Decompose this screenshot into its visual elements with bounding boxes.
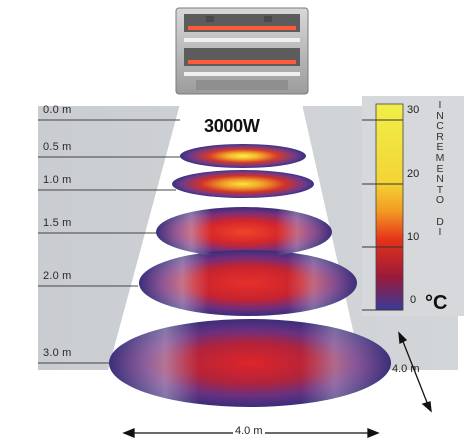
height-lines <box>38 119 182 364</box>
scale-title-letter: N <box>436 173 444 186</box>
scale-title-letter: N <box>436 109 444 122</box>
scale-title-letter: E <box>436 162 444 175</box>
disc-0-5m <box>180 144 306 168</box>
scale-title-letter: I <box>438 226 442 239</box>
scale-tick-20: 20 <box>407 168 420 180</box>
width-label: 4.0 m <box>233 425 265 437</box>
depth-label: 4.0 m <box>392 363 420 375</box>
height-label-0: 0.0 m <box>43 104 72 116</box>
disc-1-0m <box>172 170 314 198</box>
scale-title: I N C R E M E N T O D I <box>430 100 450 238</box>
power-label: 3000W <box>204 116 260 136</box>
scale-tick-0: 0 <box>410 294 417 306</box>
height-label-1: 0.5 m <box>43 141 72 153</box>
scale-title-letter: I <box>438 99 442 111</box>
scale-title-letter: D <box>436 215 444 228</box>
depth-arrow-icon <box>398 331 432 413</box>
height-label-3: 1.5 m <box>43 217 72 229</box>
scale-title-letter: R <box>436 130 444 143</box>
heater-icon <box>175 7 309 95</box>
temperature-scale <box>362 103 404 311</box>
scale-tick-10: 10 <box>407 231 420 243</box>
scale-title-letter: O <box>435 194 445 207</box>
scale-tick-30: 30 <box>407 104 420 116</box>
height-label-4: 2.0 m <box>43 270 72 282</box>
scale-title-letter: E <box>436 141 444 154</box>
heat-discs <box>109 144 391 407</box>
height-label-2: 1.0 m <box>43 174 72 186</box>
unit-label: °C <box>425 292 448 314</box>
scale-title-letter: M <box>435 151 445 164</box>
scale-title-letter: T <box>436 183 444 196</box>
height-label-5: 3.0 m <box>43 347 72 359</box>
scale-title-letter: C <box>436 120 444 133</box>
